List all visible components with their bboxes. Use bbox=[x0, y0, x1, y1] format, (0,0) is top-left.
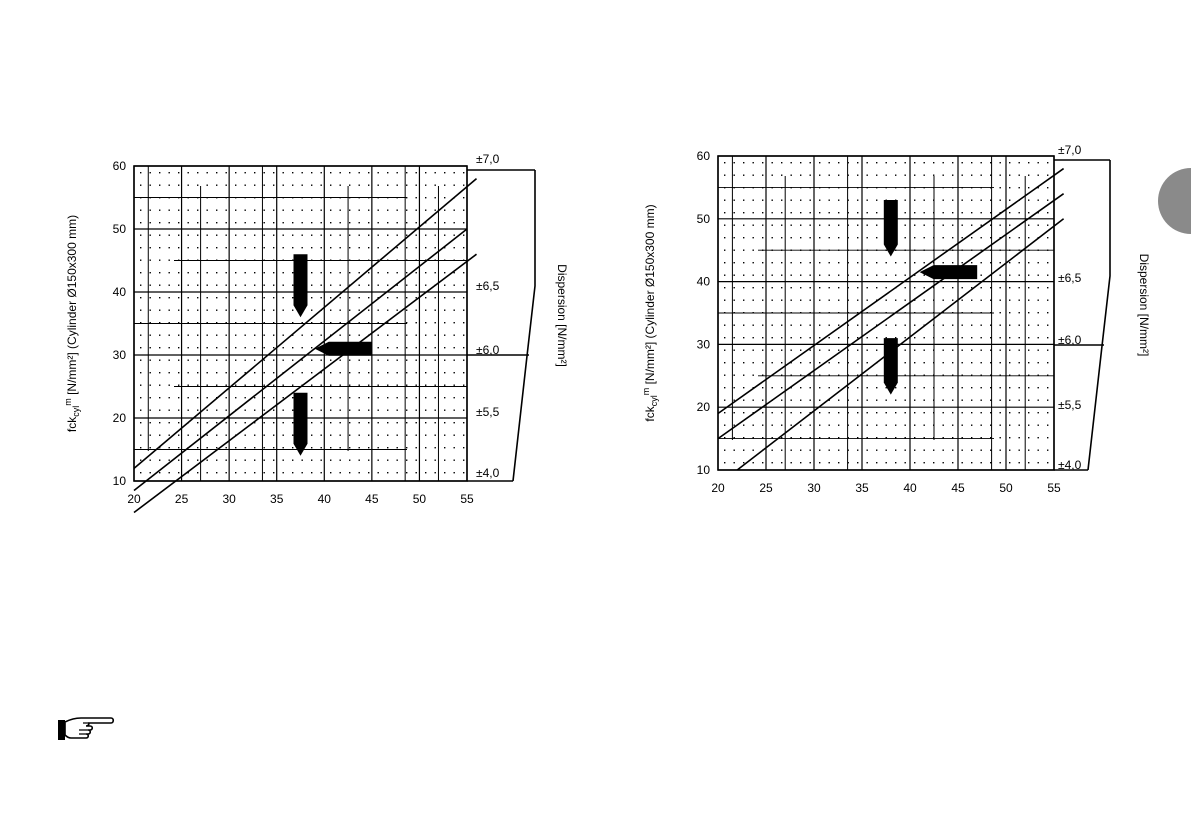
dispersion-label: ±6,5 bbox=[1058, 271, 1082, 285]
x-tick-label: 45 bbox=[365, 492, 379, 506]
x-tick-label: 25 bbox=[175, 492, 189, 506]
y-tick-label: 20 bbox=[697, 400, 711, 414]
plot-frame bbox=[133, 165, 468, 482]
dispersion-axis-label: Dispersion [N/mm²] bbox=[555, 264, 569, 367]
x-tick-label: 25 bbox=[759, 481, 773, 495]
x-tick-label: 55 bbox=[1047, 481, 1061, 495]
x-tick-label: 40 bbox=[318, 492, 332, 506]
plot-frame bbox=[717, 155, 1055, 471]
dispersion-label: ±6,0 bbox=[1058, 333, 1082, 347]
series-line-2 bbox=[717, 193, 1065, 440]
x-tick-label: 40 bbox=[903, 481, 917, 495]
y-tick-label: 10 bbox=[113, 474, 127, 488]
y-axis-label: fckcylm [N/mm²] (Cylinder Ø150x300 mm) bbox=[63, 215, 81, 432]
marker-arrow-3 bbox=[293, 392, 308, 456]
x-tick-label: 20 bbox=[711, 481, 725, 495]
y-tick-label: 60 bbox=[113, 159, 127, 173]
dispersion-label: ±5,5 bbox=[476, 405, 500, 419]
pointing-hand-icon bbox=[58, 717, 115, 740]
y-tick-label: 60 bbox=[697, 149, 711, 163]
y-tick-label: 30 bbox=[697, 337, 711, 351]
y-tick-label: 50 bbox=[697, 212, 711, 226]
x-tick-label: 20 bbox=[127, 492, 141, 506]
x-tick-label: 50 bbox=[413, 492, 427, 506]
marker-arrow-2 bbox=[919, 265, 978, 280]
series-line-3 bbox=[133, 253, 477, 514]
dispersion-bracket bbox=[467, 169, 536, 482]
x-tick-label: 55 bbox=[460, 492, 474, 506]
y-tick-label: 40 bbox=[697, 275, 711, 289]
dispersion-label: ±4,0 bbox=[476, 466, 500, 480]
dispersion-label: ±7,0 bbox=[476, 152, 500, 166]
x-tick-label: 35 bbox=[270, 492, 284, 506]
series-line-2 bbox=[133, 228, 468, 492]
marker-arrow-1 bbox=[293, 254, 308, 318]
y-tick-label: 30 bbox=[113, 348, 127, 362]
dispersion-label: ±6,0 bbox=[476, 343, 500, 357]
series-line-3 bbox=[736, 218, 1065, 471]
series-line-1 bbox=[717, 167, 1065, 415]
y-tick-label: 50 bbox=[113, 222, 127, 236]
series-line-1 bbox=[133, 177, 478, 470]
y-tick-label: 10 bbox=[697, 463, 711, 477]
x-tick-label: 30 bbox=[807, 481, 821, 495]
dispersion-label: ±6,5 bbox=[476, 279, 500, 293]
y-tick-label: 40 bbox=[113, 285, 127, 299]
x-tick-label: 45 bbox=[951, 481, 965, 495]
marker-arrow-2 bbox=[314, 341, 372, 356]
x-tick-label: 50 bbox=[999, 481, 1013, 495]
dispersion-axis-label: Dispersion [N/mm²] bbox=[1137, 254, 1151, 357]
dispersion-label: ±7,0 bbox=[1058, 143, 1082, 157]
dispersion-bracket bbox=[1054, 159, 1111, 471]
dispersion-label: ±4,0 bbox=[1058, 458, 1082, 472]
y-tick-label: 20 bbox=[113, 411, 127, 425]
x-tick-label: 35 bbox=[855, 481, 869, 495]
y-axis-label: fckcylm [N/mm²] (Cylinder Ø150x300 mm) bbox=[641, 204, 659, 421]
marker-arrow-1 bbox=[883, 199, 898, 257]
x-tick-label: 30 bbox=[222, 492, 236, 506]
marker-arrow-3 bbox=[883, 338, 898, 395]
dispersion-label: ±5,5 bbox=[1058, 398, 1082, 412]
